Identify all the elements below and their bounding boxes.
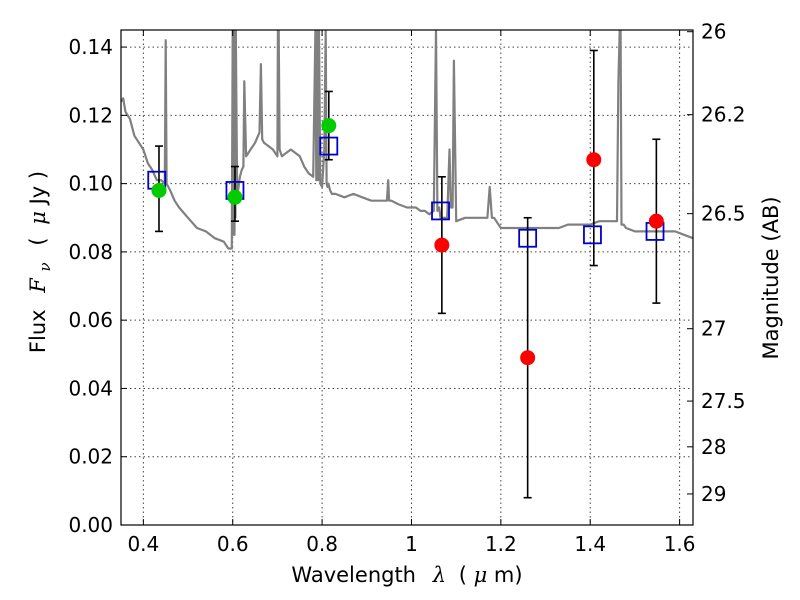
x-tick-label: 0.6 [217, 532, 249, 556]
x-axis-title-word: Wavelength [291, 563, 416, 587]
model-photometry-square [518, 228, 538, 248]
plot-frame [120, 29, 694, 526]
red-data-point [520, 350, 536, 366]
y-tick-label: 0.04 [68, 376, 113, 400]
y2-tick-label: 26.2 [701, 103, 746, 127]
x-axis-title: Wavelength λ ( μ m) [291, 563, 522, 587]
x-tick-label: 0.4 [127, 532, 159, 556]
y-tick-label: 0.12 [68, 103, 113, 127]
y-tick-label: 0.08 [68, 240, 113, 264]
green-data-point [227, 189, 243, 205]
model-photometry-square [319, 136, 339, 156]
x-tick-label: 0.8 [306, 532, 338, 556]
y-tick-label: 0.14 [68, 35, 113, 59]
model-spectrum-line [121, 30, 693, 250]
x-tick-label: 1.6 [664, 532, 696, 556]
y-tick-label: 0.06 [68, 308, 113, 332]
green-data-point [321, 118, 337, 134]
y2-tick-label: 27.5 [701, 389, 746, 413]
green-data-point [151, 182, 167, 198]
red-data-point [434, 237, 450, 253]
plot-background [121, 30, 693, 525]
x-tick-label: 1 [405, 532, 418, 556]
model-photometry-square [431, 201, 450, 221]
model-spectrum [121, 30, 693, 250]
y2-tick-label: 27 [701, 317, 726, 341]
red-data-point [648, 213, 664, 229]
y-axis-title-unit: Jy ) [26, 171, 50, 207]
y-axis-title-mu: μ [26, 211, 50, 225]
y2-axis: 26 26.2 26.5 27 27.5 28 29 [687, 20, 746, 506]
y-axis-title-subscript: ν [36, 262, 54, 271]
y-axis-title: Flux F ν ( μ Jy ) [26, 171, 55, 353]
x-axis: 0.4 0.6 0.8 1 1.2 1.4 1.6 [127, 30, 696, 556]
y2-tick-label: 26 [701, 20, 726, 44]
y-axis-title-paren: ( [26, 237, 50, 245]
error-bars [154, 49, 661, 499]
y-tick-label: 0.00 [68, 513, 113, 537]
x-tick-label: 1.2 [485, 532, 517, 556]
y-tick-label: 0.02 [68, 445, 113, 469]
red-data-point [586, 152, 602, 168]
x-axis-title-paren: ( [459, 563, 467, 587]
x-axis-title-symbol: λ [432, 563, 446, 587]
grid-lines [121, 30, 693, 526]
y-axis: 0.00 0.02 0.04 0.06 0.08 0.10 0.12 0.14 [68, 35, 127, 537]
x-axis-title-unit: m) [494, 563, 523, 587]
model-photometry-square [583, 225, 602, 245]
y2-tick-label: 26.5 [701, 202, 746, 226]
y2-tick-label: 28 [701, 435, 726, 459]
data-markers [147, 118, 665, 366]
y-tick-label: 0.10 [68, 172, 113, 196]
y-axis-title-symbol: F [26, 277, 50, 294]
x-axis-title-mu: μ [474, 563, 488, 587]
x-tick-label: 1.4 [574, 532, 606, 556]
y2-tick-label: 29 [701, 482, 726, 506]
y-axis-title-word: Flux [26, 309, 50, 353]
y2-axis-title: Magnitude (AB) [759, 196, 783, 359]
